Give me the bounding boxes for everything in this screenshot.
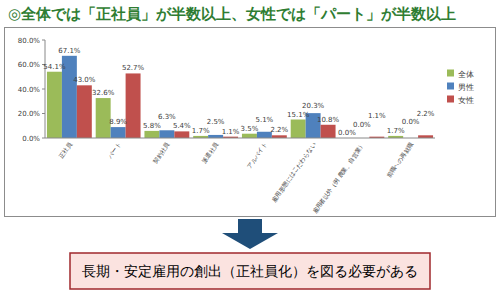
legend-label: 全体 (458, 70, 474, 79)
bar (242, 134, 257, 138)
data-label: 43.0% (73, 76, 96, 84)
x-tick-label: 正社員 (57, 141, 73, 160)
data-label: 32.6% (92, 89, 115, 97)
data-label: 10.8% (317, 116, 340, 124)
bar (174, 131, 189, 138)
x-tick-label: 雇用形態にはこだわらない (270, 141, 318, 205)
y-axis-line (45, 40, 46, 138)
data-label: 5.4% (173, 122, 191, 130)
data-label: 1.1% (222, 128, 240, 136)
y-tick-label: 40.0% (18, 86, 41, 94)
data-label: 1.7% (387, 127, 405, 135)
data-label: 15.1% (287, 111, 310, 119)
x-axis-line (45, 138, 435, 139)
legend: 全体男性女性 (447, 70, 474, 105)
bar (111, 127, 126, 138)
x-tick-label: 前職への再就職 (385, 141, 415, 179)
legend-label: 女性 (458, 96, 474, 105)
chart-frame (5, 28, 496, 217)
arrow (222, 219, 278, 249)
data-label: 67.1% (58, 47, 81, 55)
bar (321, 125, 336, 138)
data-label: 2.5% (207, 118, 225, 126)
data-label: 20.3% (302, 102, 325, 110)
data-labels: 54.1% 67.1% 43.0% 32.6% 8.9% 52.7% 5.8%6.3%5.4… (43, 47, 435, 137)
data-label: 6.3% (158, 113, 176, 121)
data-label: 2.2% (417, 110, 435, 118)
x-tick-label: パート (105, 141, 122, 161)
data-label: 52.7% (122, 64, 145, 72)
bar (291, 120, 306, 138)
legend-label: 男性 (458, 83, 474, 92)
chart-root: ◎全体では「正社員」が半数以上、女性では「パート」が半数以上 0.0% 20.0% 4… (0, 0, 500, 300)
conclusion-text: 長期・安定雇用の創出（正社員化）を図る必要がある (82, 263, 418, 279)
y-axis: 0.0% 20.0% 40.0% 60.0% 80.0% (18, 37, 45, 143)
data-label: 2.2% (270, 126, 288, 134)
bars (47, 56, 433, 138)
legend-swatch (447, 70, 454, 77)
y-tick-label: 20.0% (18, 110, 41, 118)
bar (47, 72, 62, 138)
data-label: 3.5% (241, 125, 259, 133)
x-tick-label: 派遣社員 (200, 141, 219, 165)
y-tick-label: 60.0% (18, 61, 41, 69)
data-label: 0.0% (353, 121, 371, 129)
bar (77, 85, 92, 138)
conclusion-box (70, 253, 430, 289)
data-label: 0.0% (338, 129, 356, 137)
y-tick-label: 0.0% (22, 135, 40, 143)
bar (144, 131, 159, 138)
title: ◎全体では「正社員」が半数以上、女性では「パート」が半数以上 (8, 5, 456, 23)
data-label: 5.1% (255, 116, 273, 124)
legend-swatch (447, 96, 454, 103)
data-label: 8.9% (109, 118, 127, 126)
legend-swatch (447, 83, 454, 90)
bar (126, 73, 141, 138)
y-tick-label: 80.0% (18, 37, 41, 45)
x-axis: 正社員 パート 契約社員 派遣社員 アルバイト雇用形態にはこだわらない雇用者以外（例 農… (45, 138, 435, 216)
x-tick-label: アルバイト (245, 141, 268, 170)
data-label: 1.1% (368, 112, 386, 120)
x-tick-label: 契約社員 (151, 141, 170, 165)
bar (159, 130, 174, 138)
page: {"chart_data": {"type": "bar", "title": … (0, 0, 500, 300)
data-label: 0.0% (402, 118, 420, 126)
data-label: 1.7% (192, 127, 210, 135)
data-label: 5.8% (143, 122, 161, 130)
data-label: 54.1% (43, 63, 66, 71)
x-tick-label: 雇用者以外（例 農業、自営業） (311, 141, 367, 216)
